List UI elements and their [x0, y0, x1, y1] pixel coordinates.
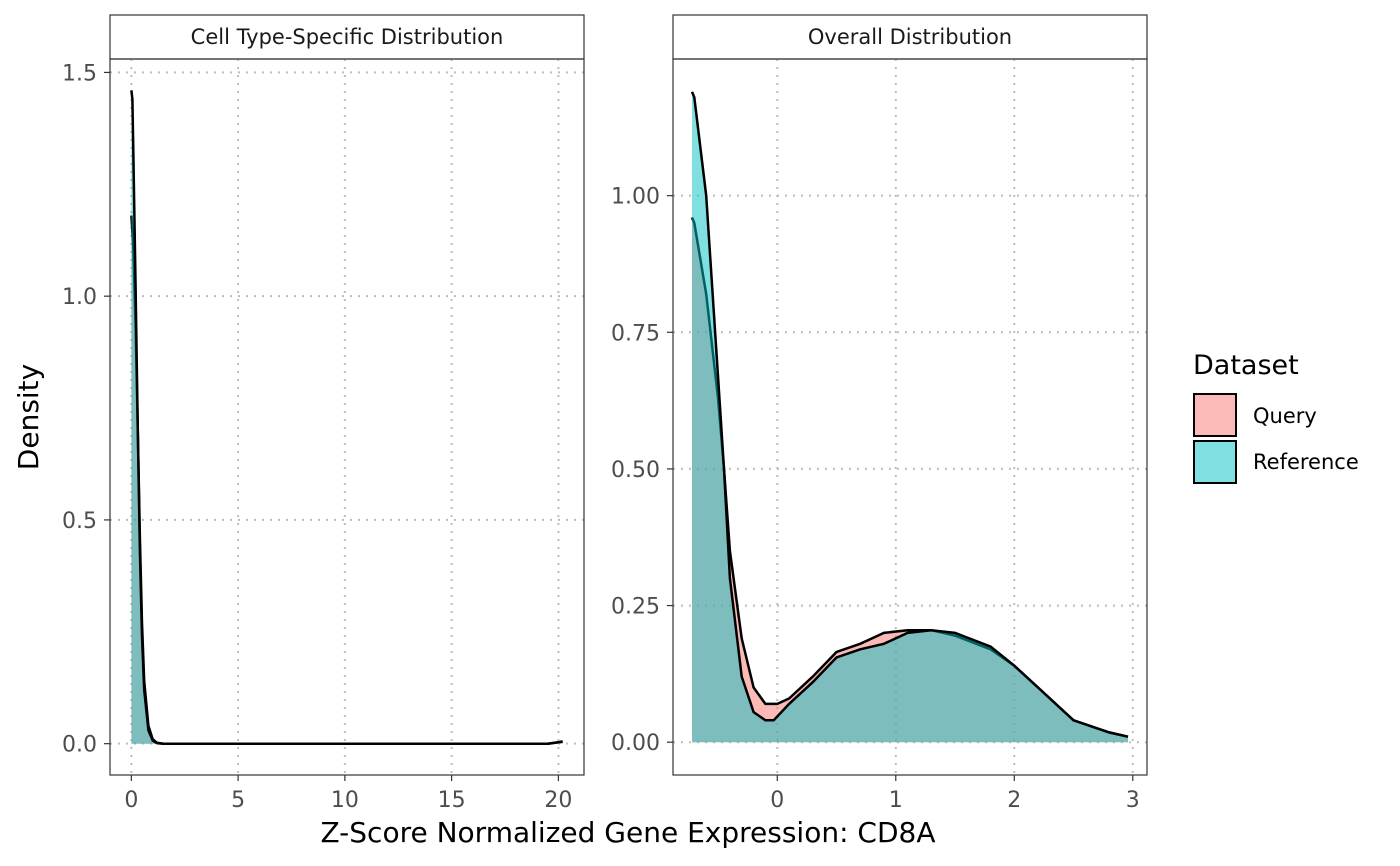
- panel-title: Overall Distribution: [808, 25, 1012, 49]
- x-tick-label: 1: [889, 788, 903, 813]
- density-area-reference: [131, 90, 563, 744]
- x-tick-label: 0: [770, 788, 784, 813]
- density-line-reference: [130, 90, 563, 745]
- y-tick-label: 1.5: [62, 61, 97, 86]
- panel-cell-type-specific: Cell Type-Specific Distribution 0 5 10 15 20…: [62, 14, 585, 813]
- x-axis: 0 5 10 15 20: [124, 775, 572, 813]
- legend-key-reference: [1193, 440, 1237, 484]
- density-areas: [130, 90, 563, 745]
- legend-key-query: [1193, 393, 1237, 437]
- y-tick-label: 0.50: [611, 458, 660, 483]
- density-area-query: [131, 215, 563, 744]
- x-tick-label: 3: [1126, 788, 1140, 813]
- density-areas: [690, 91, 1129, 743]
- x-tick-label: 15: [438, 788, 466, 813]
- x-tick-label: 0: [124, 788, 138, 813]
- y-axis-title: Density: [12, 364, 45, 470]
- panel-strip-background: [109, 14, 585, 60]
- panel-border: [109, 58, 585, 776]
- x-tick-label: 10: [331, 788, 359, 813]
- density-line-query: [130, 215, 563, 745]
- legend: Dataset Query Reference: [1193, 350, 1359, 484]
- legend-title: Dataset: [1193, 350, 1299, 381]
- legend-label-reference: Reference: [1253, 450, 1359, 474]
- y-tick-label: 0.5: [62, 509, 97, 534]
- x-axis: 0 1 2 3: [770, 775, 1140, 813]
- panel-title: Cell Type-Specific Distribution: [191, 25, 504, 49]
- x-tick-label: 2: [1007, 788, 1021, 813]
- y-axis: 0.0 0.5 1.0 1.5: [62, 61, 110, 758]
- panel-border: [672, 58, 1148, 776]
- y-tick-label: 0.00: [611, 731, 660, 756]
- y-tick-label: 0.75: [611, 321, 660, 346]
- x-tick-label: 20: [544, 788, 572, 813]
- y-tick-label: 1.00: [611, 185, 660, 210]
- y-tick-label: 1.0: [62, 285, 97, 310]
- y-tick-label: 0.25: [611, 595, 660, 620]
- y-tick-label: 0.0: [62, 733, 97, 758]
- x-tick-label: 5: [231, 788, 245, 813]
- gridlines: [110, 59, 584, 775]
- legend-label-query: Query: [1253, 404, 1317, 428]
- y-axis: 0.00 0.25 0.50 0.75 1.00: [611, 185, 673, 756]
- density-line-reference: [690, 91, 1129, 738]
- density-area-reference: [692, 91, 1128, 743]
- x-axis-title: Z-Score Normalized Gene Expression: CD8A: [320, 816, 935, 849]
